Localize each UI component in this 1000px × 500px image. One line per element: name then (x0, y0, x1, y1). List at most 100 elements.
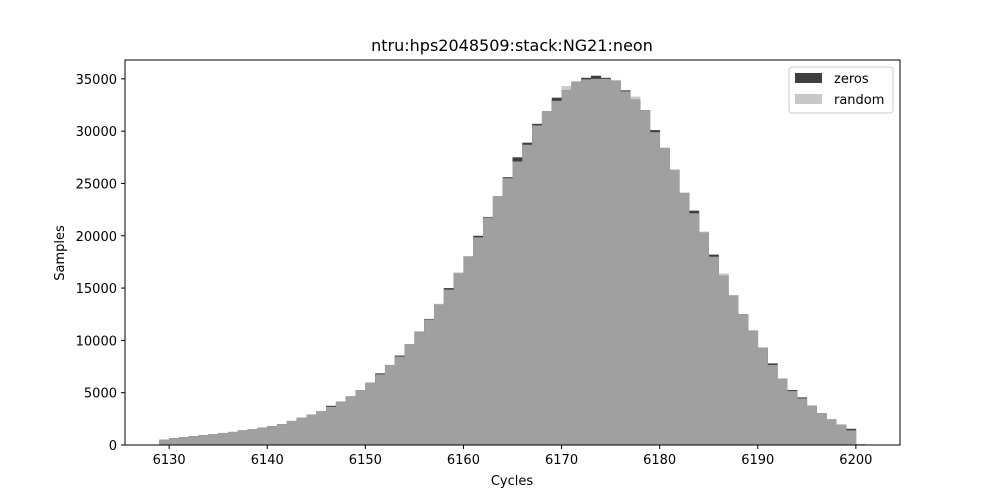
bar-overlap (640, 110, 651, 445)
x-tick-label: 6170 (545, 453, 578, 468)
bar-overlap (679, 192, 690, 445)
x-axis-label: Cycles (491, 474, 534, 489)
bar-overlap (247, 429, 258, 445)
bar-overlap (649, 132, 660, 445)
bar-overlap (836, 424, 847, 445)
bar-overlap (806, 405, 817, 445)
bar-overlap (708, 256, 719, 445)
bar-overlap (169, 438, 180, 445)
y-tick-label: 10000 (76, 334, 117, 349)
y-axis-label: Samples (53, 225, 68, 281)
bar-overlap (757, 347, 768, 445)
y-tick-label: 15000 (76, 282, 117, 297)
bar-overlap (620, 91, 631, 446)
bar-overlap (541, 111, 553, 446)
bar-overlap (414, 332, 425, 445)
plot-frame (124, 59, 901, 446)
bar-overlap (218, 432, 229, 445)
bar-overlap (375, 374, 386, 445)
y-axis: 0 5000 10000 15000 20000 25000 30000 35000 (76, 73, 125, 454)
bar-overlap (522, 144, 533, 445)
bar-overlap (326, 406, 337, 445)
bar-overlap (394, 356, 405, 445)
bar-overlap (345, 396, 356, 445)
x-tick-label: 6140 (251, 453, 284, 468)
bar-overlap (561, 90, 572, 446)
legend-label-zeros: zeros (834, 72, 869, 87)
bar-overlap (267, 426, 278, 445)
bar-overlap (571, 81, 582, 446)
bar-overlap (228, 431, 239, 445)
bar-overlap (689, 213, 700, 445)
x-tick-label: 6150 (349, 453, 382, 468)
bar-overlap (659, 147, 670, 445)
y-tick-label: 25000 (76, 177, 117, 192)
bar-overlap (277, 424, 288, 445)
y-tick-label: 35000 (76, 73, 117, 88)
bar-overlap (296, 417, 307, 445)
bar-overlap (551, 100, 562, 445)
bar-overlap (767, 364, 778, 445)
overlap-bars (159, 78, 866, 446)
bar-overlap (718, 275, 729, 445)
bar-overlap (581, 79, 592, 446)
bar-overlap (747, 330, 759, 445)
bar-overlap (698, 232, 710, 445)
bar-overlap (630, 99, 641, 445)
chart-title: ntru:hps2048509:stack:NG21:neon (371, 36, 653, 55)
x-axis: 6130 6140 6150 6160 6170 6180 6190 6200 (153, 445, 872, 468)
bar-overlap (316, 410, 327, 445)
bar-overlap (178, 437, 190, 445)
bar-overlap (796, 398, 808, 445)
bar-overlap (365, 382, 376, 445)
x-tick-label: 6180 (643, 453, 676, 468)
y-tick-label: 5000 (84, 387, 117, 402)
y-tick-label: 0 (109, 439, 117, 454)
bar-overlap (453, 273, 464, 445)
bar-overlap (473, 237, 484, 445)
bar-overlap (208, 434, 219, 445)
bar-overlap (463, 256, 474, 445)
legend-label-random: random (834, 93, 884, 108)
bar-overlap (384, 364, 396, 445)
legend: zeros random (788, 66, 894, 114)
bar-overlap (434, 304, 445, 445)
bar-overlap (669, 169, 680, 446)
x-tick-label: 6190 (741, 453, 774, 468)
bar-overlap (512, 161, 523, 446)
bar-overlap (335, 401, 347, 445)
bar-overlap (483, 217, 494, 445)
bar-overlap (738, 314, 749, 445)
x-tick-label: 6200 (839, 453, 872, 468)
bar-overlap (159, 439, 170, 445)
bar-overlap (306, 414, 317, 445)
bar-overlap (816, 413, 827, 445)
bar-overlap (492, 196, 503, 445)
x-tick-label: 6160 (447, 453, 480, 468)
y-tick-label: 20000 (76, 230, 117, 245)
bar-overlap (404, 344, 415, 445)
bar-overlap (443, 289, 454, 445)
bar-overlap (286, 420, 297, 445)
legend-swatch-zeros (795, 73, 822, 83)
bar-overlap (198, 435, 209, 445)
bar-overlap (777, 378, 788, 445)
legend-swatch-random (795, 94, 822, 104)
bar-overlap (237, 430, 248, 445)
bar-overlap (728, 295, 739, 445)
bar-overlap (590, 78, 602, 446)
bar-overlap (787, 391, 798, 445)
bar-overlap (257, 427, 268, 445)
bar-overlap (532, 125, 543, 445)
bar-overlap (600, 78, 611, 446)
y-tick-label: 30000 (76, 125, 117, 140)
bar-overlap (355, 390, 366, 445)
bar-overlap (424, 319, 435, 445)
bar-overlap (502, 178, 513, 446)
bar-overlap (188, 436, 199, 445)
bar-overlap (826, 419, 837, 445)
x-tick-label: 6130 (153, 453, 186, 468)
bar-overlap (610, 80, 621, 445)
bar-overlap (846, 430, 857, 445)
